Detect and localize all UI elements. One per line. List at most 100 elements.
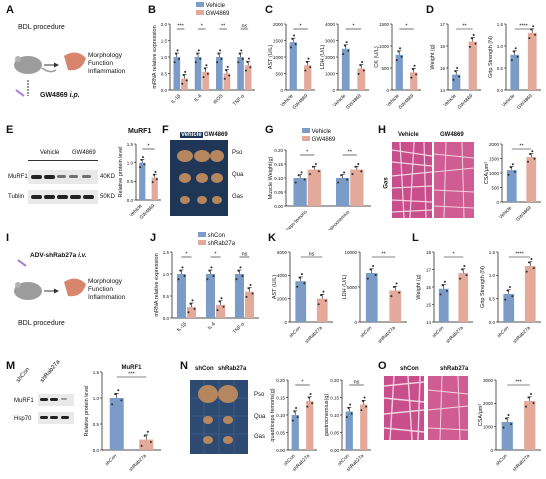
data-point <box>534 33 537 36</box>
y-tick-label: 1.5 <box>93 370 100 375</box>
muscle-icon <box>64 52 86 71</box>
data-point <box>512 50 515 53</box>
y-tick-label: 16 <box>426 285 432 290</box>
y-tick-label: 0 <box>496 200 499 205</box>
vector-route: i.v. <box>78 252 87 259</box>
y-tick-label: 0.5 <box>127 179 134 184</box>
chart-svg: Muscle Weight(g)0.00 0.05 0.10 0.15 0.20 * qua… <box>268 148 371 242</box>
histology-image <box>427 375 469 441</box>
data-point <box>395 282 398 285</box>
data-point <box>514 47 517 50</box>
y-tick-label: 1000 <box>273 55 284 60</box>
chart-svg: Relative protein level MuRF1 0.0 0.5 1.0 1.5 *… <box>84 365 161 473</box>
x-tick-label: Vehicle <box>442 93 457 108</box>
data-point <box>194 61 197 64</box>
panel-label-h: H <box>378 124 386 136</box>
y-axis-label: quadriceps femoris(g) <box>270 388 276 441</box>
data-point <box>185 79 188 82</box>
y-tick-label: 16 <box>440 44 446 49</box>
legend-top: Vehicle GW4869 <box>196 2 229 18</box>
mouse-ear-icon <box>15 282 21 288</box>
data-point <box>510 423 512 426</box>
data-point <box>183 274 186 277</box>
chart-j: mRNA relative expression 0.0 0.5 1.0 1.5 * IL-… <box>152 242 262 342</box>
data-point <box>239 266 242 269</box>
y-tick-label: 0.5 <box>161 71 168 76</box>
data-point <box>452 78 455 81</box>
drug-route: i.p. <box>69 92 80 99</box>
data-point <box>506 289 509 292</box>
blot-row-label: Hsp70 <box>14 416 32 422</box>
data-point <box>528 37 531 40</box>
chart-svg: Weight (g) 14 15 16 17 ** Vehicle GW4869 <box>430 22 481 111</box>
data-point <box>291 419 294 422</box>
y-tick-label: 0 <box>284 320 287 325</box>
x-tick-label: Vehicle <box>498 205 513 220</box>
x-tick-label: shCon <box>495 453 509 467</box>
data-point <box>361 400 364 402</box>
panel-label-a: A <box>6 4 14 16</box>
x-tick-label: shRab27a <box>304 325 324 345</box>
chart-c3: CK (U/L) 0 500 1000 1500 * Vehicle GW4869 <box>372 14 424 114</box>
histology-image <box>391 141 433 219</box>
y-axis-label: CSA/μm² <box>484 162 490 185</box>
vector-name: ADV-shRab27a <box>30 252 77 259</box>
data-point <box>294 181 297 184</box>
data-point <box>510 59 513 62</box>
data-point <box>178 57 181 60</box>
y-axis-label: CSA/μm² <box>478 404 484 427</box>
data-point <box>237 269 240 272</box>
data-point <box>149 440 152 443</box>
x-tick-label: GW4869 <box>515 205 533 223</box>
y-tick-label: 0 <box>354 320 357 325</box>
y-tick-label: 0.15 <box>330 395 339 400</box>
data-point <box>241 274 244 277</box>
x-tick-label: IL-1β <box>170 93 182 105</box>
x-tick-label: shRab27a <box>511 453 531 473</box>
y-tick-label: 0.5 <box>489 296 496 301</box>
data-point <box>309 393 312 395</box>
y-tick-label: 0.10 <box>274 176 283 181</box>
data-point <box>511 163 514 166</box>
bar <box>245 291 255 318</box>
data-point <box>246 60 249 63</box>
data-point <box>357 163 360 165</box>
y-tick-label: 1.0 <box>489 273 496 278</box>
data-point <box>247 287 250 290</box>
chart-d1: Weight (g) 14 15 16 17 ** Vehicle GW4869 <box>428 14 484 114</box>
panel-label-f: F <box>162 124 169 136</box>
bar <box>350 169 364 206</box>
legend-swatch <box>302 128 310 133</box>
chart-svg: Grip Strength (N) 0.0 0.5 1.0 1.5 **** Vehicle… <box>488 22 541 111</box>
data-point <box>514 170 516 173</box>
data-point <box>532 25 535 28</box>
y-axis-label: mRNA relative expression <box>154 253 160 316</box>
data-point <box>120 399 123 402</box>
data-point <box>296 285 299 288</box>
bar <box>293 178 307 206</box>
x-tick-label: shRab27a <box>512 325 532 345</box>
tissue-label: Pso <box>232 150 243 156</box>
y-tick-label: 1.0 <box>127 160 134 165</box>
bar <box>187 307 197 318</box>
x-tick-label: shRab27a <box>377 325 397 345</box>
data-point <box>217 52 220 55</box>
data-point <box>446 289 448 292</box>
data-point <box>295 407 298 409</box>
x-tick-label: quadriceps femoris <box>276 209 309 230</box>
data-point <box>474 42 477 45</box>
y-axis-label: Weight (g) <box>430 44 436 69</box>
data-point <box>532 402 535 405</box>
bar <box>244 65 252 90</box>
chart-n1: quadriceps femoris(g) 0.00 0.05 0.10 0.15 0.2… <box>268 370 320 474</box>
y-tick-label: 0.10 <box>276 413 285 418</box>
bar <box>506 170 517 202</box>
bar <box>524 266 536 322</box>
mouse-liver-diagram <box>14 52 86 97</box>
lane-label: shRab27a <box>39 359 62 384</box>
x-tick-label: GW4869 <box>292 93 310 111</box>
data-point <box>528 261 531 264</box>
y-tick-label: 17 <box>440 22 446 27</box>
chart-h: CSA/μm² 0 500 1000 1500 2000 ** Vehicle GW4869 <box>482 134 544 226</box>
